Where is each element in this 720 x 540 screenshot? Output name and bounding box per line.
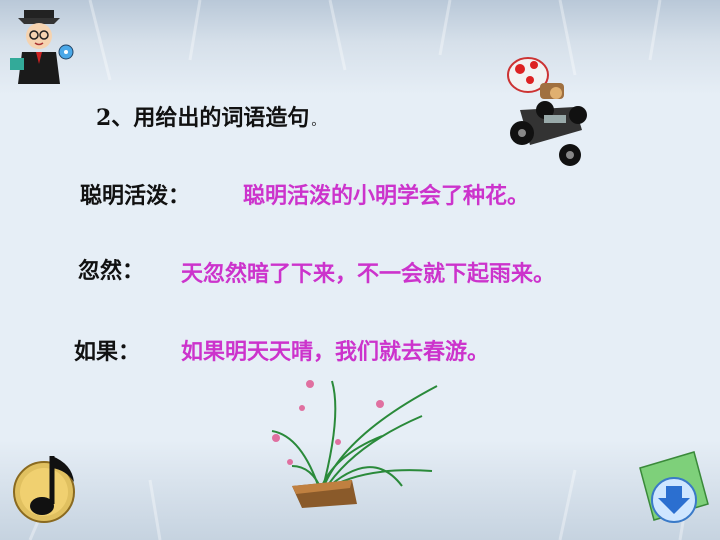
orchid-plant-icon (271, 380, 438, 508)
exercise-number: 2、 (96, 105, 134, 131)
exercise-period: 。 (311, 114, 325, 129)
word-label-2: 忽然： (78, 259, 145, 284)
next-page-icon[interactable] (634, 448, 714, 530)
example-sentence-1: 聪明活泼的小明学会了种花。 (243, 184, 530, 209)
teacher-icon (10, 10, 74, 84)
kart-mushroom-icon (507, 57, 587, 166)
word-label-3: 如果： (74, 340, 141, 365)
example-sentence-3: 如果明天天晴，我们就去春游。 (181, 340, 490, 365)
music-note-icon[interactable] (10, 448, 86, 526)
example-sentence-2: 天忽然暗了下来，不一会就下起雨来。 (181, 262, 556, 287)
exercise-title: 用给出的词语造句 (133, 105, 310, 131)
background-top (0, 0, 720, 95)
exercise-heading: 2、用给出的词语造句。 (96, 100, 324, 132)
word-label-1: 聪明活泼： (80, 184, 191, 209)
background-bottom (0, 440, 720, 540)
